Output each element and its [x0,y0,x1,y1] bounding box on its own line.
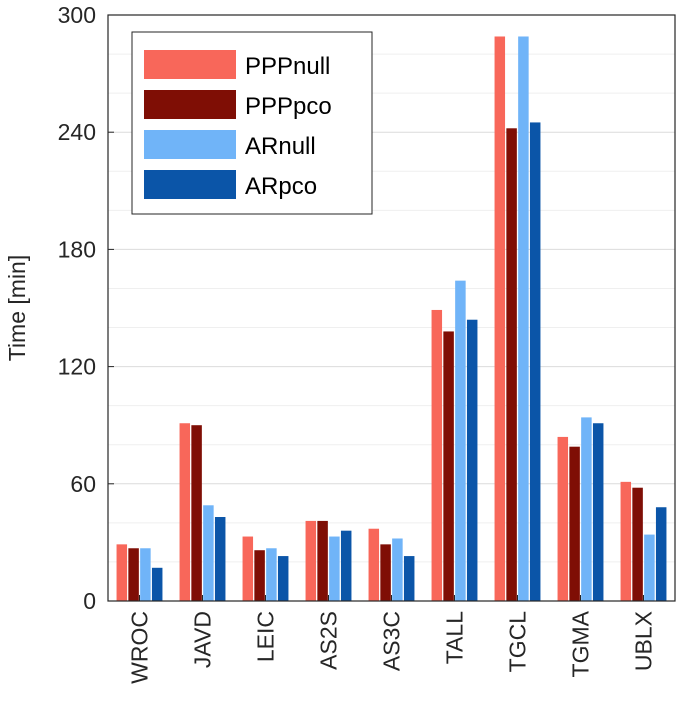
bar [340,530,352,601]
bar [151,567,163,601]
y-axis: 0 60 120 180 240 300 [58,2,114,614]
bar-group [431,280,478,601]
legend-label: PPPnull [245,53,330,80]
x-tick-label: WROC [127,611,153,684]
x-tick-label: TALL [442,611,468,664]
bar [140,548,151,601]
x-axis: WROC JAVD LEIC AS2S AS3C TALL TGCL TGMA UBLX [127,595,657,684]
bar [128,548,139,601]
bar [569,446,580,601]
bar-group [368,528,415,601]
bar [455,280,466,601]
bar [655,507,667,601]
bar [380,544,391,601]
legend-label: ARpco [245,173,317,200]
x-tick-label: TGMA [568,610,594,677]
y-tick-label: 180 [58,236,96,262]
bar [403,556,415,601]
bar [466,319,478,601]
bar-group [305,520,352,601]
x-tick-label: AS3C [379,611,405,671]
bar [203,505,214,601]
bar-groups [116,36,667,601]
bar-group [494,36,541,601]
bar [254,550,265,601]
legend-label: PPPpco [245,93,332,120]
legend: PPPnull PPPpco ARnull ARpco [131,31,373,215]
bar-group [620,481,667,601]
bar-group [116,544,163,601]
bar [529,122,541,601]
x-tick-label: AS2S [316,611,342,670]
bar [632,487,643,601]
legend-swatch [144,130,236,159]
x-tick-label: JAVD [190,611,216,668]
y-tick-label: 60 [70,471,96,497]
bar [179,423,191,601]
bar [443,331,454,601]
bar [329,536,340,601]
bar [266,548,277,601]
bar [557,436,569,601]
bar [191,425,202,601]
legend-swatch [144,50,236,79]
bar [620,481,632,601]
bar [305,520,317,601]
bar [518,36,529,601]
x-tick-label: TGCL [505,611,531,673]
bar [592,423,604,601]
y-tick-label: 300 [58,2,96,28]
x-tick-label: LEIC [253,611,279,662]
x-tick-label: UBLX [631,611,657,671]
bar [581,417,592,601]
legend-swatch [144,170,236,199]
bar-group [179,423,226,601]
bar [431,309,443,601]
bar-group [242,536,289,601]
y-axis-title: Time [min] [4,255,30,362]
bar [644,534,655,601]
y-tick-label: 120 [58,354,96,380]
y-tick-label: 240 [58,119,96,145]
bar [214,517,226,601]
bar [277,556,289,601]
bar [494,36,506,601]
y-tick-label: 0 [83,588,96,614]
bar [242,536,254,601]
bar [368,528,380,601]
bar [317,520,328,601]
bar-group [557,417,604,601]
bar [392,538,403,601]
bar [506,128,517,601]
bar [116,544,128,601]
legend-swatch [144,90,236,119]
legend-label: ARnull [245,133,316,160]
